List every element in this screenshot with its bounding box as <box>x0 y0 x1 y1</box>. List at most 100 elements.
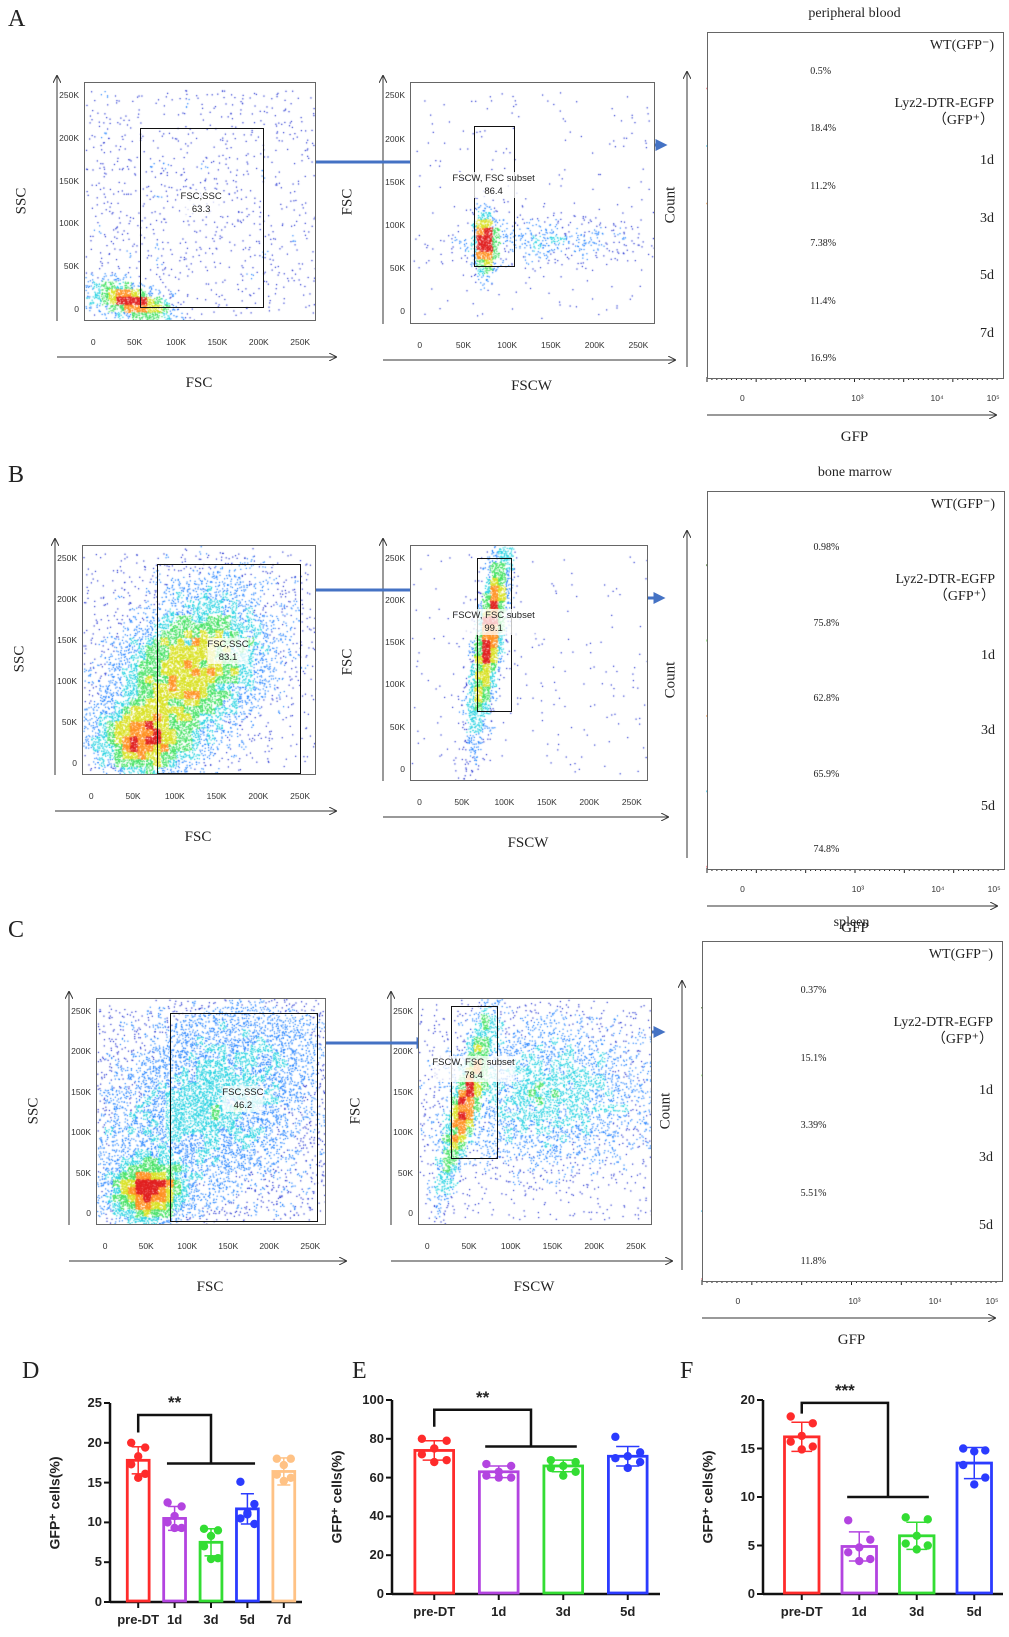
panel-A-fscw-fsc-xtick: 200K <box>584 340 605 350</box>
histogram-1-track-percent: 75.8% <box>813 617 840 629</box>
panel-C-fsc-ssc-ylabel: SSC <box>25 1097 42 1124</box>
bar-chart-F-data-point <box>797 1431 806 1441</box>
histogram-1-xtick: 0 <box>740 884 745 894</box>
histogram-0-title: peripheral blood <box>808 6 901 21</box>
histogram-1-track-name: WT(GFP⁻) <box>930 497 995 512</box>
histogram-2-track-label: 5d <box>979 1217 993 1234</box>
bar-chart-E-significance-stars: ** <box>476 1387 490 1407</box>
histogram-1-xtick: 10⁴ <box>931 884 945 894</box>
panel-C-fsc-ssc-gate-value: 46.2 <box>233 1100 253 1112</box>
bar-chart-E-ytick-label: 40 <box>369 1508 384 1524</box>
bar-chart-F-data-point <box>844 1548 853 1557</box>
histogram-2-track-name: WT(GFP⁻) <box>928 947 993 962</box>
panel-B-fsc-ssc-ytick: 200K <box>57 593 77 604</box>
panel-A-fsc-ssc-ytick: 150K <box>59 175 79 186</box>
bar-chart-F-significance-bracket <box>800 1401 890 1497</box>
panel-A-fscw-fsc-ytick: 200K <box>385 133 405 144</box>
histogram-2-track-percent: 11.8% <box>800 1256 827 1267</box>
bar-chart-F-ytick-label: 20 <box>740 1392 755 1407</box>
panel-B-fsc-ssc-plot: FSC,SSC 83.1 <box>82 545 316 775</box>
bar-chart-D-ytick-label: 15 <box>87 1474 102 1490</box>
panel-B-fscw-fsc-ytick: 200K <box>385 595 405 606</box>
histogram-0-track-name: 3d <box>980 210 994 226</box>
panel-B-fsc-ssc-xtick: 100K <box>164 791 185 801</box>
panel-C-fsc-ssc-xtick: 100K <box>177 1241 198 1251</box>
bar-chart-F-data-point <box>981 1446 990 1455</box>
panel-C-fsc-ssc-plot: FSC,SSC 46.2 <box>96 998 326 1225</box>
bar-chart-E-bar-1d <box>477 1470 520 1595</box>
bar-chart-D-xtick-label: 7d <box>276 1612 292 1627</box>
panel-B-fsc-ssc-gate-value: 83.1 <box>218 652 238 664</box>
bar-chart-D-data-point <box>243 1510 252 1519</box>
histogram-1-xtick: 10⁵ <box>987 884 1001 894</box>
bar-chart-F-ytick-label: 0 <box>747 1586 755 1601</box>
panel-C-fsc-ssc-ytick: 200K <box>71 1046 91 1056</box>
bar-chart-E-data-point <box>546 1463 556 1473</box>
histogram-1-track-name: 5d <box>981 798 995 814</box>
panel-A-fsc-ssc-gate-value: 63.3 <box>191 203 211 215</box>
histogram-1-track-label: 3d <box>981 722 995 739</box>
panel-B-fscw-fsc-ytick: 150K <box>385 637 405 648</box>
panel-A-fscw-fsc-xtick: 100K <box>497 340 518 350</box>
panel-C-fscw-fsc-xtick: 0 <box>424 1241 430 1251</box>
histogram-2-track-label: Lyz2-DTR-EGFP （GFP⁺） <box>893 1014 993 1048</box>
bar-chart-F-xtick-label: 5d <box>966 1604 982 1619</box>
panel-B-fsc-ssc-xtick: 250K <box>290 791 310 801</box>
bar-chart-D-data-point <box>286 1454 295 1463</box>
panel-B-fsc-ssc-ytick: 0 <box>72 757 77 768</box>
histogram-2-track-sublabel: （GFP⁺） <box>931 1031 993 1047</box>
panel-C-fscw-fsc-xtick: 250K <box>626 1241 646 1251</box>
panel-B-fsc-ssc-gate-name: FSC,SSC <box>207 639 249 651</box>
panel-B-fsc-ssc-ytick: 150K <box>57 634 77 645</box>
panel-A-fsc-ssc-ytick: 100K <box>59 218 79 229</box>
bar-chart-E-data-point <box>417 1450 427 1459</box>
histogram-0-track-percent: 0.5% <box>810 65 832 77</box>
histogram-0-xtick: 10⁴ <box>930 393 944 403</box>
panel-A-fscw-fsc-density-dots <box>411 83 654 323</box>
bar-chart-D-data-point <box>206 1531 216 1541</box>
panel-B-fsc-ssc-ytick: 50K <box>61 716 77 727</box>
bar-chart-D-data-point <box>236 1477 245 1487</box>
panel-A-fscw-fsc-gate-label: FSCW, FSC subset 86.4 <box>452 171 535 198</box>
histogram-1-xlabel: GFP <box>841 920 869 936</box>
panel-C-fscw-fsc-xlabel: FSCW <box>513 1279 555 1295</box>
panel-B-fscw-fsc-ytick: 100K <box>385 679 405 690</box>
bar-chart-F-data-point <box>866 1535 875 1544</box>
panel-A-fsc-ssc-gate-name: FSC,SSC <box>180 190 222 202</box>
bar-chart-E-data-point <box>430 1444 439 1453</box>
panel-C-fscw-fsc-gate-value: 78.4 <box>464 1070 483 1082</box>
bar-chart-E-xtick-label: pre-DT <box>413 1604 456 1619</box>
histogram-1-track-label: 1d <box>981 647 995 664</box>
bar-chart-E-bar-3d <box>542 1464 585 1595</box>
panel-C-fscw-fsc-ytick: 200K <box>393 1046 413 1056</box>
bar-chart-E-data-point <box>623 1463 632 1473</box>
panel-C-fscw-fsc-xtick: 50K <box>461 1241 477 1251</box>
bar-chart-E-data-point <box>482 1459 491 1469</box>
panel-C-fsc-ssc-ytick: 150K <box>71 1086 91 1097</box>
panel-B-fsc-ssc-density-dots <box>83 546 315 774</box>
bar-chart-E-data-point <box>482 1471 491 1480</box>
bar-chart-E-data-point <box>506 1473 516 1482</box>
bar-chart-D-data-point <box>177 1523 186 1533</box>
histogram-2-track-percent: 0.37% <box>800 984 827 996</box>
bar-chart-F-significance-stars: *** <box>834 1380 855 1400</box>
histogram-0-track-name: 7d <box>980 325 994 341</box>
bar-chart-F-data-point <box>981 1473 990 1482</box>
bar-chart-F-data-point <box>808 1442 817 1451</box>
histogram-0-track-label: WT(GFP⁻) <box>930 37 994 54</box>
histogram-0-xtick: 0 <box>740 393 745 403</box>
histogram-1-track-percent: 65.9% <box>813 768 840 780</box>
panel-A-fscw-fsc-xlabel: FSCW <box>511 378 552 394</box>
panel-B-fsc-ssc-xtick: 200K <box>248 791 269 801</box>
panel-C-fsc-ssc-gate-label: FSC,SSC 46.2 <box>222 1086 264 1113</box>
panel-B-fscw-fsc-gate-label: FSCW, FSC subset 99.1 <box>452 608 535 635</box>
histogram-2-track-label: WT(GFP⁻) <box>929 946 993 963</box>
histogram-0-track-label: 7d <box>980 325 994 342</box>
bar-chart-E-ytick-label: 80 <box>369 1430 384 1446</box>
panel-B-fscw-fsc-xtick: 250K <box>621 797 642 807</box>
panel-B-fscw-fsc-plot: FSCW, FSC subset 99.1 <box>410 545 648 781</box>
panel-B-fscw-fsc-ylabel: FSC <box>339 648 356 676</box>
panel-A-fsc-ssc-xtick: 150K <box>207 337 228 347</box>
histogram-1-ylabel: Count <box>662 661 679 698</box>
panel-letter: C <box>8 917 25 943</box>
